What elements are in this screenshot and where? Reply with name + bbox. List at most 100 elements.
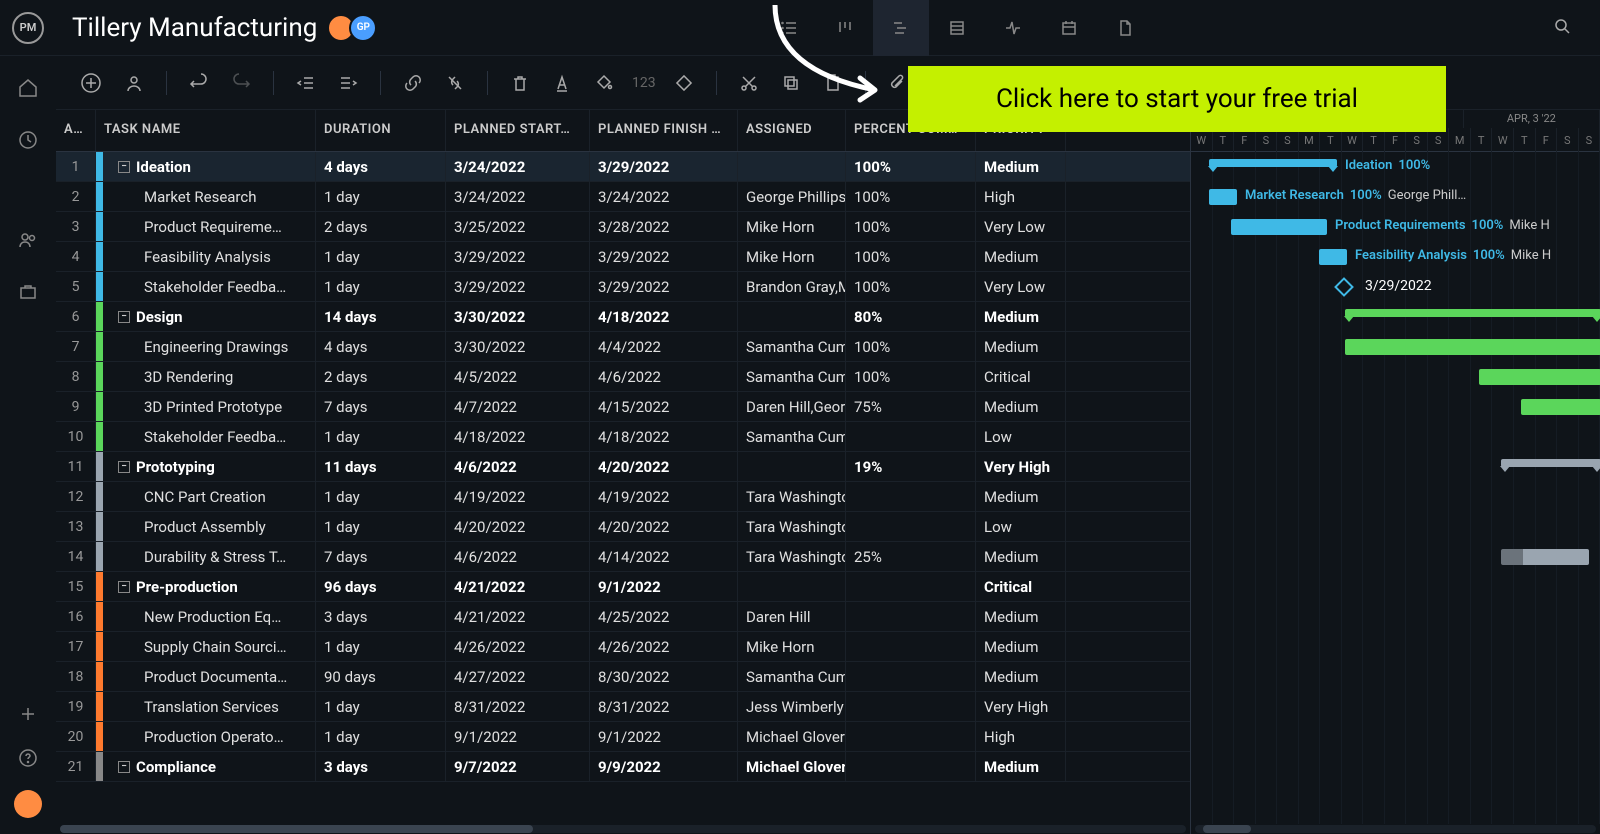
finish-cell[interactable]: 3/29/2022 xyxy=(590,242,738,271)
start-cell[interactable]: 4/18/2022 xyxy=(446,422,590,451)
gantt-bar[interactable]: Ideation100% xyxy=(1209,159,1337,167)
finish-cell[interactable]: 4/15/2022 xyxy=(590,392,738,421)
start-cell[interactable]: 3/25/2022 xyxy=(446,212,590,241)
priority-cell[interactable]: Very Low xyxy=(976,212,1066,241)
assigned-cell[interactable]: George Phillips xyxy=(738,182,846,211)
start-cell[interactable]: 4/27/2022 xyxy=(446,662,590,691)
gantt-bar[interactable]: Engineering D xyxy=(1345,339,1600,355)
finish-cell[interactable]: 4/4/2022 xyxy=(590,332,738,361)
duration-cell[interactable]: 96 days xyxy=(316,572,446,601)
fill-button[interactable] xyxy=(590,69,618,97)
task-name-cell[interactable]: Stakeholder Feedba… xyxy=(96,272,316,301)
portfolio-icon[interactable] xyxy=(16,280,40,304)
finish-cell[interactable]: 4/18/2022 xyxy=(590,422,738,451)
task-name-cell[interactable]: 3D Rendering xyxy=(96,362,316,391)
gantt-row[interactable]: Engineering D xyxy=(1191,332,1600,362)
gantt-bar[interactable]: 3D Renc xyxy=(1479,369,1600,385)
indent-button[interactable] xyxy=(334,69,362,97)
priority-cell[interactable]: Medium xyxy=(976,752,1066,781)
finish-cell[interactable]: 8/30/2022 xyxy=(590,662,738,691)
gantt-row[interactable]: 3D Renc xyxy=(1191,362,1600,392)
gantt-bar[interactable]: Product Requirements100%Mike H xyxy=(1231,219,1327,235)
priority-cell[interactable]: Medium xyxy=(976,662,1066,691)
finish-cell[interactable]: 3/28/2022 xyxy=(590,212,738,241)
task-name-cell[interactable]: Supply Chain Sourci… xyxy=(96,632,316,661)
task-name-cell[interactable]: CNC Part Creation xyxy=(96,482,316,511)
percent-cell[interactable]: 19% xyxy=(846,452,976,481)
delete-button[interactable] xyxy=(506,69,534,97)
start-cell[interactable]: 4/19/2022 xyxy=(446,482,590,511)
start-cell[interactable]: 3/29/2022 xyxy=(446,242,590,271)
duration-cell[interactable]: 1 day xyxy=(316,632,446,661)
task-row[interactable]: 4Feasibility Analysis1 day3/29/20223/29/… xyxy=(56,242,1190,272)
priority-cell[interactable]: Medium xyxy=(976,632,1066,661)
assigned-cell[interactable] xyxy=(738,452,846,481)
finish-cell[interactable]: 3/24/2022 xyxy=(590,182,738,211)
task-name-cell[interactable]: −Pre-production xyxy=(96,572,316,601)
percent-cell[interactable]: 25% xyxy=(846,542,976,571)
percent-cell[interactable]: 75% xyxy=(846,392,976,421)
assigned-cell[interactable]: Samantha Cum xyxy=(738,332,846,361)
task-row[interactable]: 20Production Operato…1 day9/1/20229/1/20… xyxy=(56,722,1190,752)
gantt-row[interactable] xyxy=(1191,452,1600,482)
finish-cell[interactable]: 3/29/2022 xyxy=(590,152,738,181)
finish-cell[interactable]: 4/25/2022 xyxy=(590,602,738,631)
home-icon[interactable] xyxy=(16,76,40,100)
app-logo[interactable]: PM xyxy=(12,12,44,44)
task-row[interactable]: 93D Printed Prototype7 days4/7/20224/15/… xyxy=(56,392,1190,422)
gantt-row[interactable] xyxy=(1191,662,1600,692)
outdent-button[interactable] xyxy=(292,69,320,97)
priority-cell[interactable]: High xyxy=(976,722,1066,751)
task-row[interactable]: 13Product Assembly1 day4/20/20224/20/202… xyxy=(56,512,1190,542)
assigned-cell[interactable]: Daren Hill xyxy=(738,602,846,631)
task-name-cell[interactable]: −Prototyping xyxy=(96,452,316,481)
task-name-cell[interactable]: −Compliance xyxy=(96,752,316,781)
percent-cell[interactable] xyxy=(846,512,976,541)
start-cell[interactable]: 3/24/2022 xyxy=(446,182,590,211)
duration-cell[interactable]: 2 days xyxy=(316,212,446,241)
start-cell[interactable]: 3/24/2022 xyxy=(446,152,590,181)
redo-button[interactable] xyxy=(227,69,255,97)
start-cell[interactable]: 8/31/2022 xyxy=(446,692,590,721)
percent-cell[interactable]: 100% xyxy=(846,362,976,391)
undo-button[interactable] xyxy=(185,69,213,97)
start-cell[interactable]: 3/30/2022 xyxy=(446,332,590,361)
gantt-row[interactable] xyxy=(1191,302,1600,332)
priority-cell[interactable]: Medium xyxy=(976,392,1066,421)
duration-cell[interactable]: 4 days xyxy=(316,152,446,181)
priority-cell[interactable]: Critical xyxy=(976,572,1066,601)
priority-cell[interactable]: Medium xyxy=(976,542,1066,571)
finish-cell[interactable]: 3/29/2022 xyxy=(590,272,738,301)
assigned-cell[interactable]: Daren Hill,Geor xyxy=(738,392,846,421)
task-row[interactable]: 2Market Research1 day3/24/20223/24/2022G… xyxy=(56,182,1190,212)
percent-cell[interactable]: 100% xyxy=(846,242,976,271)
finish-cell[interactable]: 9/9/2022 xyxy=(590,752,738,781)
duration-cell[interactable]: 3 days xyxy=(316,602,446,631)
cta-callout[interactable]: Click here to start your free trial xyxy=(908,66,1446,132)
task-name-cell[interactable]: 3D Printed Prototype xyxy=(96,392,316,421)
duration-cell[interactable]: 1 day xyxy=(316,692,446,721)
task-row[interactable]: 7Engineering Drawings4 days3/30/20224/4/… xyxy=(56,332,1190,362)
priority-cell[interactable]: Low xyxy=(976,422,1066,451)
link-button[interactable] xyxy=(399,69,427,97)
percent-cell[interactable]: 100% xyxy=(846,152,976,181)
duration-cell[interactable]: 1 day xyxy=(316,512,446,541)
start-cell[interactable]: 4/7/2022 xyxy=(446,392,590,421)
task-row[interactable]: 1−Ideation4 days3/24/20223/29/2022100%Me… xyxy=(56,152,1190,182)
percent-cell[interactable]: 100% xyxy=(846,332,976,361)
priority-cell[interactable]: Medium xyxy=(976,242,1066,271)
finish-cell[interactable]: 4/20/2022 xyxy=(590,452,738,481)
recent-icon[interactable] xyxy=(16,128,40,152)
finish-cell[interactable]: 4/14/2022 xyxy=(590,542,738,571)
col-start[interactable]: PLANNED START… xyxy=(446,110,590,151)
task-name-cell[interactable]: Product Assembly xyxy=(96,512,316,541)
gantt-row[interactable]: Product Requirements100%Mike H xyxy=(1191,212,1600,242)
duration-cell[interactable]: 1 day xyxy=(316,722,446,751)
priority-cell[interactable]: Medium xyxy=(976,332,1066,361)
percent-cell[interactable] xyxy=(846,662,976,691)
gantt-row[interactable] xyxy=(1191,542,1600,572)
view-sheet-icon[interactable] xyxy=(929,0,985,56)
duration-cell[interactable]: 1 day xyxy=(316,242,446,271)
task-row[interactable]: 14Durability & Stress T…7 days4/6/20224/… xyxy=(56,542,1190,572)
percent-cell[interactable]: 100% xyxy=(846,182,976,211)
